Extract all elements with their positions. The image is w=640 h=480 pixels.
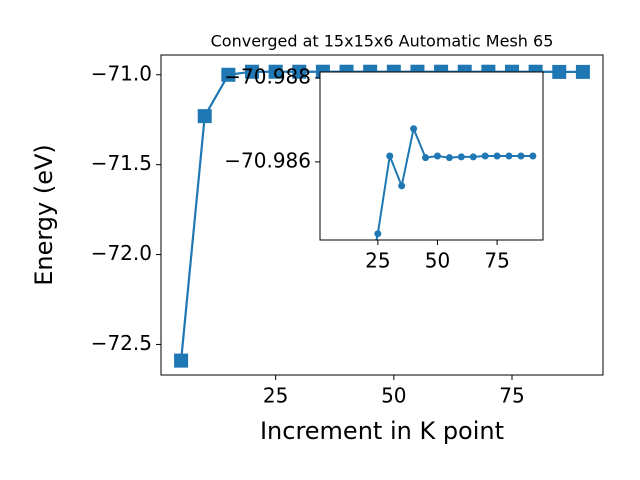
marker: [517, 152, 525, 160]
marker: [493, 152, 501, 160]
x-tick-label: 25: [365, 249, 390, 273]
marker: [481, 152, 489, 160]
marker: [268, 64, 283, 79]
marker: [245, 64, 259, 79]
marker: [422, 154, 430, 162]
axes-frame: [319, 71, 544, 241]
marker: [433, 152, 441, 160]
x-tick-label: 50: [381, 384, 406, 408]
marker: [386, 152, 394, 160]
marker: [398, 182, 406, 190]
x-tick-label: 75: [484, 249, 509, 273]
marker: [410, 125, 418, 133]
marker: [174, 353, 189, 368]
marker: [575, 64, 590, 79]
x-tick-label: 75: [499, 384, 524, 408]
series: [374, 125, 537, 240]
marker: [552, 64, 567, 79]
x-axis-label: Increment in K point: [260, 417, 504, 445]
marker: [292, 64, 307, 79]
y-axis-label: Energy (eV): [30, 144, 58, 286]
axes-frame: [160, 54, 604, 376]
y-tick-label: −70.986: [224, 148, 311, 172]
marker: [197, 109, 212, 124]
marker: [221, 67, 236, 82]
marker: [445, 154, 453, 162]
y-tick-label: −72.0: [91, 241, 152, 265]
y-tick-label: −71.5: [91, 151, 152, 175]
marker: [529, 152, 537, 160]
y-tick-label: −70.988: [224, 64, 311, 88]
chart-title: Converged at 15x15x6 Automatic Mesh 65: [211, 32, 554, 51]
y-tick-label: −71.0: [91, 61, 152, 85]
marker: [374, 230, 382, 238]
x-tick-label: 50: [425, 249, 450, 273]
marker: [457, 153, 465, 161]
marker: [469, 153, 477, 161]
x-tick-label: 25: [263, 384, 288, 408]
marker: [505, 152, 513, 160]
y-tick-label: −72.5: [91, 331, 152, 355]
